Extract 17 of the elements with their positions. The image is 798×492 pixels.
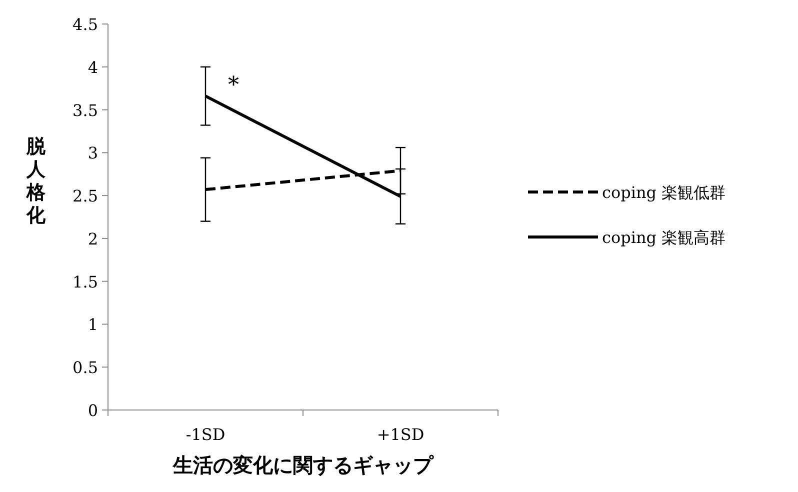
xtick: +1SD [376,425,424,444]
xlabel: 生活の変化に関するギャップ [173,453,433,477]
legend-label: coping 楽観低群 [602,183,726,202]
ytick: 4.5 [72,15,98,34]
ytick: 1.5 [72,272,98,292]
legend-label: coping 楽観高群 [602,228,726,247]
ytick: 3.5 [72,100,98,120]
ytick: 3 [88,144,98,163]
ytick: 4 [88,58,98,77]
ytick: 0.5 [72,358,98,378]
ylabel: 脱人格化 [26,136,46,226]
xtick: -1SD [186,425,226,444]
ytick: 2.5 [72,186,98,206]
ytick: 1 [88,315,98,334]
ytick: 2 [88,229,98,248]
ytick: 0 [88,401,98,420]
annotation: * [228,73,239,98]
